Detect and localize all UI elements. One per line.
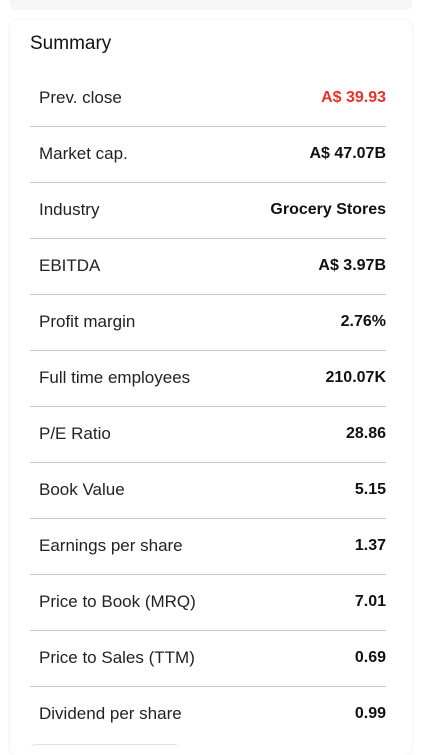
row-value: 210.07K <box>325 369 387 386</box>
summary-row-eps: Earnings per share 1.37 <box>30 519 386 575</box>
summary-card: Summary Prev. close A$ 39.93 Market cap.… <box>10 20 412 755</box>
row-label: Price to Book (MRQ) <box>39 592 196 611</box>
summary-title: Summary <box>30 33 112 54</box>
row-label: Profit margin <box>39 312 136 331</box>
row-label: Market cap. <box>39 144 128 163</box>
summary-row-ebitda: EBITDA A$ 3.97B <box>30 239 386 295</box>
row-value: 7.01 <box>354 593 386 610</box>
summary-row-pe-ratio: P/E Ratio 28.86 <box>30 407 386 463</box>
previous-card-edge <box>10 0 412 10</box>
row-value: 0.69 <box>354 649 386 666</box>
row-label: Industry <box>39 200 100 219</box>
row-value: A$ 47.07B <box>309 145 387 162</box>
next-card-edge <box>30 744 180 755</box>
summary-row-market-cap: Market cap. A$ 47.07B <box>30 127 386 183</box>
row-value: 28.86 <box>345 425 386 442</box>
summary-list: Prev. close A$ 39.93 Market cap. A$ 47.0… <box>30 71 386 743</box>
row-label: P/E Ratio <box>39 424 111 443</box>
row-value: 0.99 <box>354 705 386 722</box>
row-label: Prev. close <box>39 88 122 107</box>
summary-row-profit-margin: Profit margin 2.76% <box>30 295 386 351</box>
summary-row-employees: Full time employees 210.07K <box>30 351 386 407</box>
summary-row-industry: Industry Grocery Stores <box>30 183 386 239</box>
row-value: 2.76% <box>340 313 386 330</box>
row-value: A$ 39.93 <box>321 89 386 106</box>
row-label: Earnings per share <box>39 536 183 555</box>
row-value: Grocery Stores <box>270 201 386 218</box>
summary-row-price-to-book: Price to Book (MRQ) 7.01 <box>30 575 386 631</box>
row-label: EBITDA <box>39 256 101 275</box>
summary-row-dividend: Dividend per share 0.99 <box>30 687 386 743</box>
row-value: 5.15 <box>354 481 386 498</box>
row-value: 1.37 <box>354 537 386 554</box>
row-label: Full time employees <box>39 368 191 387</box>
row-value: A$ 3.97B <box>318 257 386 274</box>
summary-row-prev-close: Prev. close A$ 39.93 <box>30 71 386 127</box>
summary-row-book-value: Book Value 5.15 <box>30 463 386 519</box>
summary-row-price-to-sales: Price to Sales (TTM) 0.69 <box>30 631 386 687</box>
row-label: Price to Sales (TTM) <box>39 648 195 667</box>
row-label: Book Value <box>39 480 125 499</box>
row-label: Dividend per share <box>39 704 182 723</box>
